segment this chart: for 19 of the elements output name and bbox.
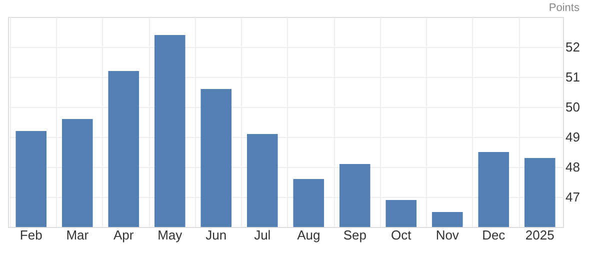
y-tick-label: 51 bbox=[566, 70, 580, 84]
x-tick-label: Aug bbox=[297, 228, 320, 242]
y-tick-label: 47 bbox=[566, 190, 580, 204]
x-tick-label: Jun bbox=[206, 228, 227, 242]
x-tick-label: Apr bbox=[114, 228, 134, 242]
x-tick-label: Jul bbox=[254, 228, 271, 242]
y-axis-title: Points bbox=[548, 2, 580, 14]
x-tick-label: Mar bbox=[66, 228, 90, 242]
y-tick-label: 50 bbox=[566, 100, 580, 114]
y-tick-label: 52 bbox=[566, 40, 580, 54]
y-tick-label: 48 bbox=[566, 160, 580, 174]
x-tick-label: Sep bbox=[343, 228, 366, 242]
y-tick-label: 49 bbox=[566, 130, 580, 144]
x-tick-label: Feb bbox=[20, 228, 42, 242]
x-tick-label: Nov bbox=[436, 228, 460, 242]
x-tick-label: 2025 bbox=[525, 228, 554, 242]
x-tick-label: Oct bbox=[391, 228, 412, 242]
x-tick-label: May bbox=[158, 228, 183, 242]
x-tick-label: Dec bbox=[482, 228, 506, 242]
